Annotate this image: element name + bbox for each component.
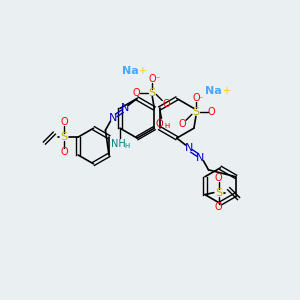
Text: N: N — [109, 113, 118, 123]
Text: H: H — [124, 143, 130, 149]
Text: Na: Na — [205, 85, 222, 96]
Text: ⁻: ⁻ — [155, 74, 159, 83]
Text: +: + — [138, 66, 146, 76]
Text: O: O — [208, 107, 216, 117]
Text: NH: NH — [111, 139, 125, 149]
Text: O: O — [215, 173, 223, 183]
Text: N: N — [121, 103, 129, 113]
Text: +: + — [222, 85, 230, 96]
Text: S: S — [215, 188, 222, 198]
Text: O: O — [133, 88, 140, 98]
Text: S: S — [149, 88, 156, 98]
Text: O: O — [178, 119, 186, 129]
Text: N: N — [196, 153, 205, 163]
Text: O: O — [148, 74, 156, 84]
Text: N: N — [184, 143, 193, 153]
Text: O: O — [192, 94, 200, 103]
Text: O: O — [60, 117, 68, 127]
Text: S: S — [192, 107, 200, 117]
Text: S: S — [61, 132, 68, 142]
Text: O: O — [60, 147, 68, 157]
Text: ⁻: ⁻ — [199, 94, 203, 103]
Text: H: H — [164, 123, 169, 129]
Text: O: O — [215, 202, 223, 212]
Text: O: O — [162, 99, 170, 110]
Text: Na: Na — [122, 66, 139, 76]
Text: O: O — [156, 119, 164, 129]
